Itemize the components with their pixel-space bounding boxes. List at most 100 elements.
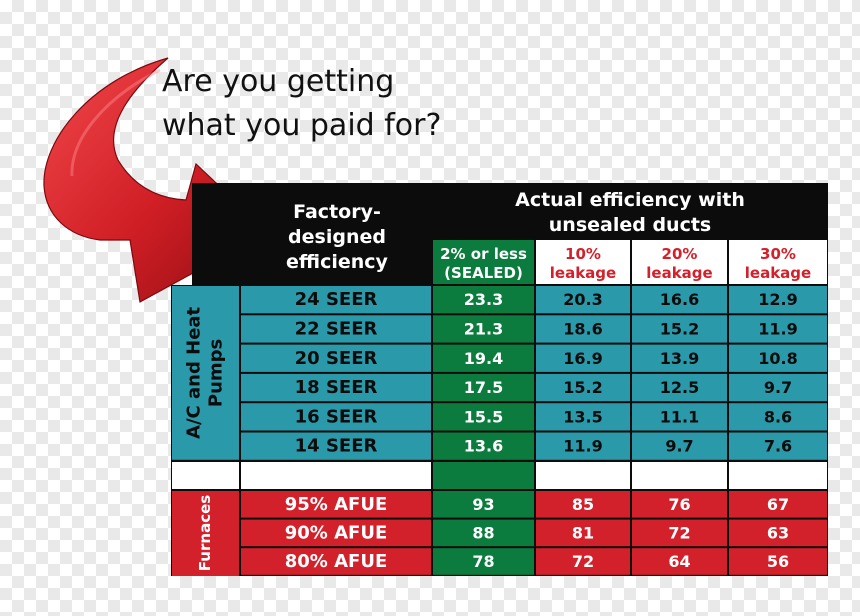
ac-row-value-cell (729, 373, 827, 402)
column-header-line2: leakage (646, 264, 712, 282)
ac-row-value-cell (632, 403, 727, 431)
spacer-cell (433, 462, 534, 489)
column-header-cell-1 (433, 240, 534, 284)
furnace-row-value-cell (536, 519, 630, 547)
furnace-row-value-label: 88 (472, 523, 494, 542)
ac-row-rating-cell (241, 432, 431, 460)
furnace-row-value-label: 93 (472, 495, 494, 514)
ac-row-value-label: 21.3 (464, 319, 503, 338)
ac-row-rating-label: 24 SEER (295, 289, 378, 310)
ac-row-value-label: 7.6 (764, 437, 792, 456)
furnace-row-value-label: 78 (472, 552, 494, 571)
ac-row-value-cell (729, 344, 827, 372)
ac-row-value-label: 16.6 (660, 290, 699, 309)
furnace-row-value-cell (729, 548, 827, 575)
headline-line-2: what you paid for? (162, 108, 442, 143)
ac-row-value-cell (632, 373, 727, 402)
column-header-line1: 2% or less (440, 245, 527, 263)
ac-row-value-label: 13.9 (660, 349, 699, 368)
furnace-row-value-label: 85 (572, 495, 594, 514)
furnace-row-value-label: 67 (767, 495, 789, 514)
furnace-row-value-label: 81 (572, 523, 594, 542)
furnace-row-value-cell (433, 491, 534, 518)
furnace-row-value-cell (729, 519, 827, 547)
furnace-row-rating-label: 80% AFUE (285, 551, 388, 572)
ac-row-value-label: 11.9 (563, 437, 602, 456)
ac-row-value-label: 11.9 (758, 319, 797, 338)
column-header-cell-4 (729, 240, 827, 284)
ac-row-rating-cell (241, 344, 431, 372)
furnace-row-value-label: 72 (572, 552, 594, 571)
ac-row-value-cell (433, 344, 534, 372)
furnace-row-value-label: 72 (668, 523, 690, 542)
furnace-row-rating-cell (241, 548, 431, 575)
ac-row-value-cell (632, 286, 727, 314)
column-header-line2: leakage (745, 264, 811, 282)
ac-row-value-label: 15.2 (563, 378, 602, 397)
spacer-cell (729, 462, 827, 489)
ac-row-value-label: 10.8 (758, 349, 797, 368)
ac-row-value-cell (433, 315, 534, 343)
furnace-row-value-cell (632, 548, 727, 575)
ac-row-value-label: 9.7 (665, 437, 693, 456)
ac-row-value-cell (433, 373, 534, 402)
ac-row-value-label: 17.5 (464, 378, 503, 397)
ac-row-value-cell (729, 286, 827, 314)
group-label-cell-furnaces (172, 491, 239, 576)
ac-row-value-cell (632, 344, 727, 372)
furnace-row-value-label: 76 (668, 495, 690, 514)
factory-label-line-1: Factory- (293, 201, 381, 223)
ac-row-value-cell (536, 344, 630, 372)
furnace-row-value-label: 56 (767, 552, 789, 571)
furnace-row-value-cell (729, 491, 827, 518)
group-label-ac-line-1: A/C and Heat (184, 306, 205, 439)
ac-row-value-cell (536, 315, 630, 343)
ac-row-value-label: 15.5 (464, 407, 503, 426)
factory-label-line-3: efficiency (286, 251, 389, 273)
ac-row-value-label: 11.1 (660, 407, 699, 426)
furnace-row-value-cell (632, 491, 727, 518)
furnace-row-rating-cell (241, 491, 431, 518)
furnace-row-value-label: 63 (767, 523, 789, 542)
ac-row-rating-label: 18 SEER (295, 377, 378, 398)
ac-row-value-label: 8.6 (764, 407, 792, 426)
ac-row-value-cell (433, 432, 534, 460)
ac-row-value-label: 23.3 (464, 290, 503, 309)
ac-row-value-cell (536, 432, 630, 460)
ac-row-value-cell (632, 315, 727, 343)
furnace-row-rating-label: 90% AFUE (285, 522, 388, 543)
column-header-cell-2 (536, 240, 630, 284)
ac-row-value-label: 9.7 (764, 378, 792, 397)
spacer-cell (536, 462, 630, 489)
spacer-cell (241, 462, 431, 489)
ac-row-value-label: 15.2 (660, 319, 699, 338)
ac-row-value-cell (729, 315, 827, 343)
ac-row-rating-label: 20 SEER (295, 348, 378, 369)
group-label-cell-ac (172, 286, 239, 460)
ac-row-value-cell (433, 286, 534, 314)
furnace-row-value-cell (536, 491, 630, 518)
actual-label-line-2: unsealed ducts (549, 214, 711, 236)
ac-row-rating-cell (241, 403, 431, 431)
ac-row-value-label: 16.9 (563, 349, 602, 368)
ac-row-value-cell (536, 286, 630, 314)
ac-row-rating-cell (241, 373, 431, 402)
ac-row-rating-cell (241, 315, 431, 343)
ac-row-value-cell (729, 432, 827, 460)
column-header-line1: 20% (662, 245, 698, 263)
ac-row-value-label: 12.5 (660, 378, 699, 397)
ac-row-value-cell (632, 432, 727, 460)
column-header-line2: (SEALED) (444, 264, 523, 282)
ac-row-value-label: 18.6 (563, 319, 602, 338)
furnace-row-value-cell (536, 548, 630, 575)
ac-row-value-label: 20.3 (563, 290, 602, 309)
furnace-row-value-label: 64 (668, 552, 690, 571)
column-header-line2: leakage (550, 264, 616, 282)
ac-row-rating-cell (241, 286, 431, 314)
ac-row-rating-label: 14 SEER (295, 436, 378, 457)
ac-row-value-label: 12.9 (758, 290, 797, 309)
group-label-ac-line-2: Pumps (206, 339, 227, 407)
furnace-row-rating-label: 95% AFUE (285, 494, 388, 515)
ac-row-rating-label: 16 SEER (295, 406, 378, 427)
